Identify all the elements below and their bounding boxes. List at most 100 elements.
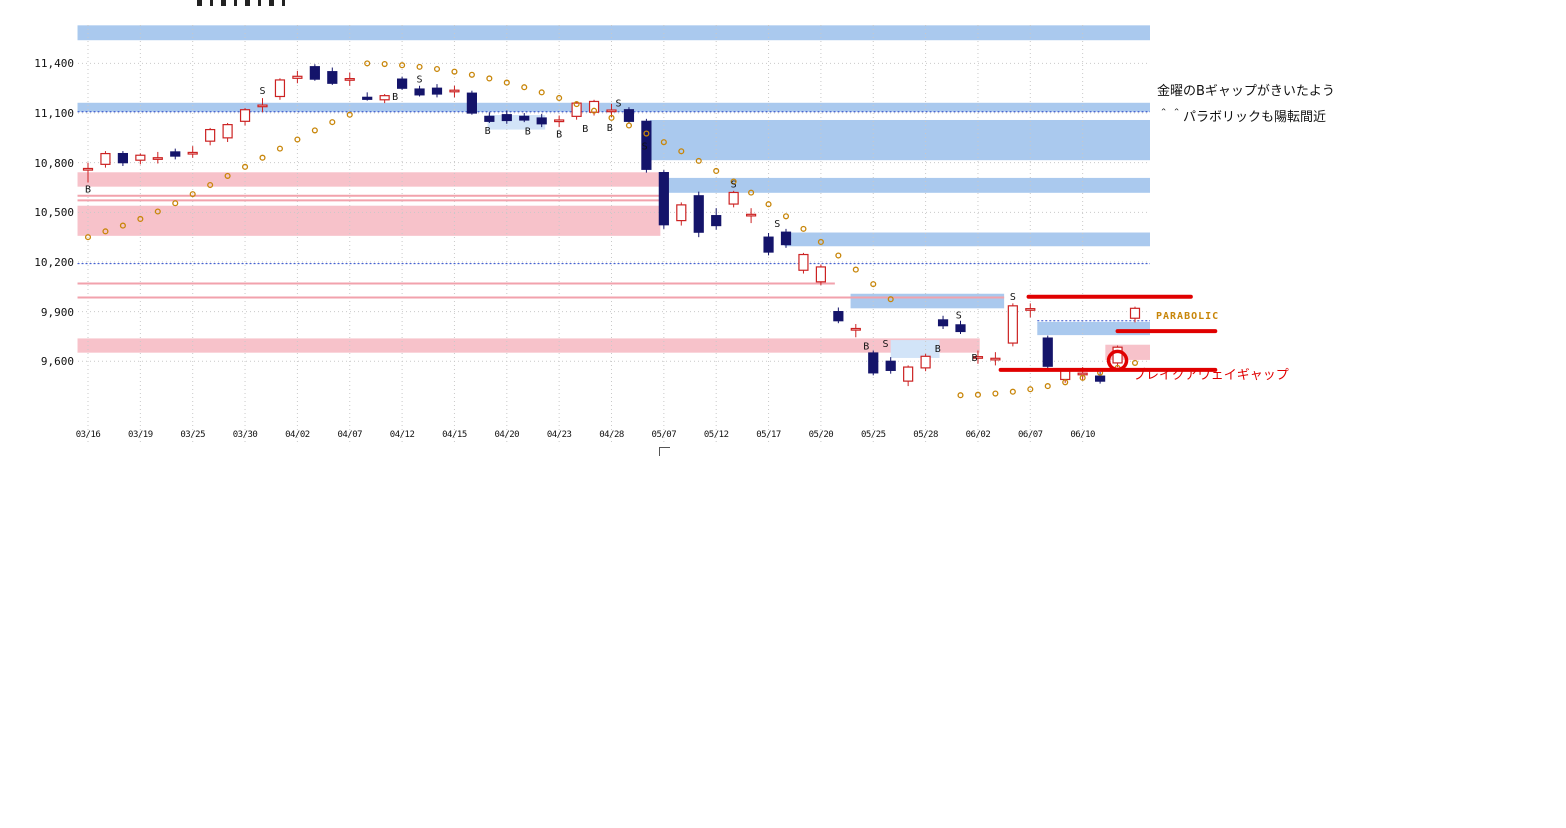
x-axis-label: 05/07 [651, 430, 677, 440]
gap-band [77, 172, 661, 187]
candle-body-up [1007, 305, 1018, 344]
candle-body-down [955, 324, 966, 333]
parabolic-sar-dot [870, 281, 877, 288]
candle-body-up [135, 154, 146, 161]
candle-body-up [606, 109, 617, 113]
candle-body-up [1112, 346, 1123, 364]
parabolic-sar-dot [364, 60, 371, 67]
candle-body-up [920, 355, 931, 369]
candle-body-down [536, 117, 547, 125]
x-axis-label: 05/20 [808, 430, 834, 440]
gap-band [649, 119, 1150, 161]
parabolic-sar-dot [433, 65, 441, 73]
candle-body-down [397, 78, 408, 89]
parabolic-sar-dot [259, 154, 266, 161]
y-axis-label: 10,800 [34, 156, 74, 170]
signal-label: B [971, 353, 977, 364]
candle-body-down [362, 96, 373, 100]
y-axis-label: 11,400 [34, 57, 74, 71]
parabolic-sar-dot [608, 114, 615, 121]
candle-body-down [414, 88, 425, 96]
candle-body-up [274, 79, 286, 98]
parabolic-sar-dot [137, 215, 144, 222]
gap-band [660, 177, 1150, 193]
gap-band [487, 115, 546, 130]
candle-body-down [1042, 337, 1053, 367]
x-axis-label: 03/30 [232, 430, 258, 440]
candle-body-up [152, 157, 163, 160]
parabolic-sar-dot [660, 139, 667, 146]
candle-body-down [868, 352, 879, 374]
candle-body-down [117, 152, 129, 164]
signal-label: S [615, 99, 621, 110]
signal-label: S [731, 179, 737, 190]
x-axis-label: 04/02 [285, 430, 310, 440]
parabolic-sar-dot [800, 225, 807, 232]
parabolic-sar-dot [538, 89, 545, 96]
candle-body-up [972, 356, 984, 359]
gap-band [784, 232, 1150, 247]
candle-body-down [641, 120, 652, 170]
parabolic-sar-dot [695, 157, 702, 164]
parabolic-sar-dot [242, 163, 249, 170]
x-axis-label: 04/12 [389, 430, 415, 440]
parabolic-sar-dot [451, 68, 458, 75]
candle-body-up [571, 102, 582, 117]
parabolic-sar-dot [154, 208, 161, 215]
candle-body-down [833, 311, 844, 322]
candle-body-down [711, 215, 722, 227]
parabolic-sar-dot [974, 391, 981, 398]
parabolic-sar-dot [852, 266, 859, 273]
x-axis-label: 05/12 [703, 430, 729, 440]
signal-label: B [392, 92, 398, 103]
parabolic-sar-dot [503, 79, 510, 86]
gap-band [890, 340, 940, 358]
candle-body-down [763, 236, 774, 253]
parabolic-sar-dot [102, 228, 109, 235]
candle-body-down [519, 115, 530, 121]
y-axis-label: 10,200 [34, 255, 74, 269]
signal-label: S [417, 75, 423, 86]
candle-body-up [990, 357, 1001, 361]
y-axis-label: 9,900 [40, 305, 74, 319]
parabolic-sar-dot [399, 62, 406, 69]
annotation-gap-note: 金曜のBギャップがきいたよう [1157, 84, 1335, 99]
candle-body-up [1129, 307, 1141, 319]
candle-body-down [431, 87, 443, 95]
parabolic-sar-dot [189, 191, 196, 198]
red-annotation-circle [1106, 349, 1129, 372]
x-axis-label: 05/17 [756, 430, 781, 440]
x-axis-label: 04/15 [442, 430, 467, 440]
parabolic-sar-dot [590, 107, 598, 114]
x-axis-label: 04/23 [546, 430, 572, 440]
annotation-breakaway-gap-label: ブレイクアウェイギャップ [1133, 368, 1289, 383]
candle-body-down [937, 319, 949, 327]
parabolic-sar-dot [381, 61, 388, 68]
parabolic-series-label: PARABOLIC [1156, 311, 1220, 322]
parabolic-sar-dot [782, 213, 790, 220]
gap-band [77, 205, 661, 236]
signal-label: B [582, 124, 588, 135]
parabolic-sar-dot [416, 63, 423, 70]
x-axis-label: 05/25 [860, 430, 886, 440]
parabolic-sar-dot [625, 122, 632, 129]
gap-band [77, 25, 1150, 41]
parabolic-sar-dot [817, 238, 824, 246]
parabolic-sar-dot [1009, 388, 1016, 395]
candlestick-chart: B S B S B B B B B S S S S B S B S B S [77, 25, 1218, 445]
y-axis-label: 9,600 [40, 355, 74, 369]
x-axis-label: 04/28 [599, 430, 624, 440]
x-axis-label: 03/25 [180, 430, 205, 440]
x-axis-label: 06/07 [1018, 430, 1043, 440]
parabolic-sar-dot [1062, 379, 1069, 386]
parabolic-sar-dot [294, 136, 301, 143]
candle-body-up [379, 95, 390, 101]
signal-label: S [1010, 292, 1016, 303]
candle-body-up [798, 253, 809, 271]
candle-body-down [693, 195, 704, 233]
candle-body-down [1094, 375, 1106, 382]
candle-body-up [292, 75, 303, 79]
axis-bracket-mark [659, 447, 670, 456]
candle-body-up [187, 151, 198, 155]
x-axis-label: 06/02 [965, 430, 991, 440]
